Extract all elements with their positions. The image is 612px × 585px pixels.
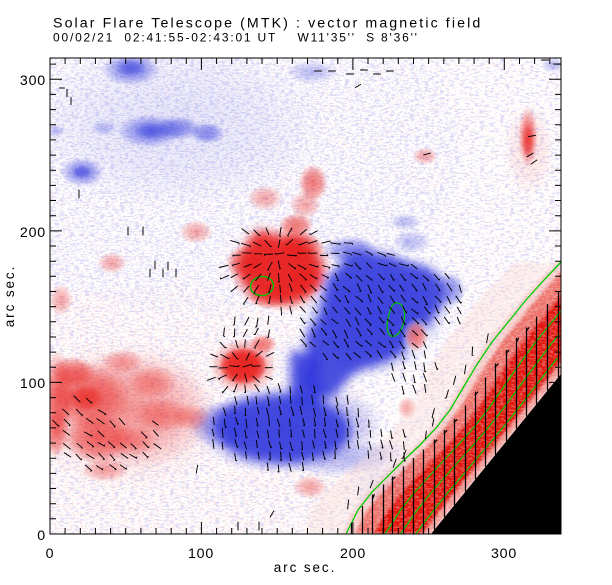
svg-text:300: 300: [20, 73, 46, 89]
svg-text:200: 200: [20, 225, 46, 241]
svg-text:100: 100: [188, 546, 214, 562]
svg-text:arc sec.: arc sec.: [274, 560, 336, 575]
svg-text:100: 100: [20, 376, 46, 392]
svg-text:0: 0: [37, 528, 46, 544]
svg-text:Solar Flare Telescope (MTK) :: Solar Flare Telescope (MTK) : vector mag…: [53, 16, 482, 32]
svg-text:300: 300: [491, 546, 517, 562]
svg-text:0: 0: [46, 546, 55, 562]
svg-text:arc sec.: arc sec.: [2, 265, 17, 327]
svg-text:200: 200: [340, 546, 366, 562]
svg-text:00/02/21 02:41:55-02:43:01 UT: 00/02/21 02:41:55-02:43:01 UT W11'35'' S…: [53, 31, 419, 45]
